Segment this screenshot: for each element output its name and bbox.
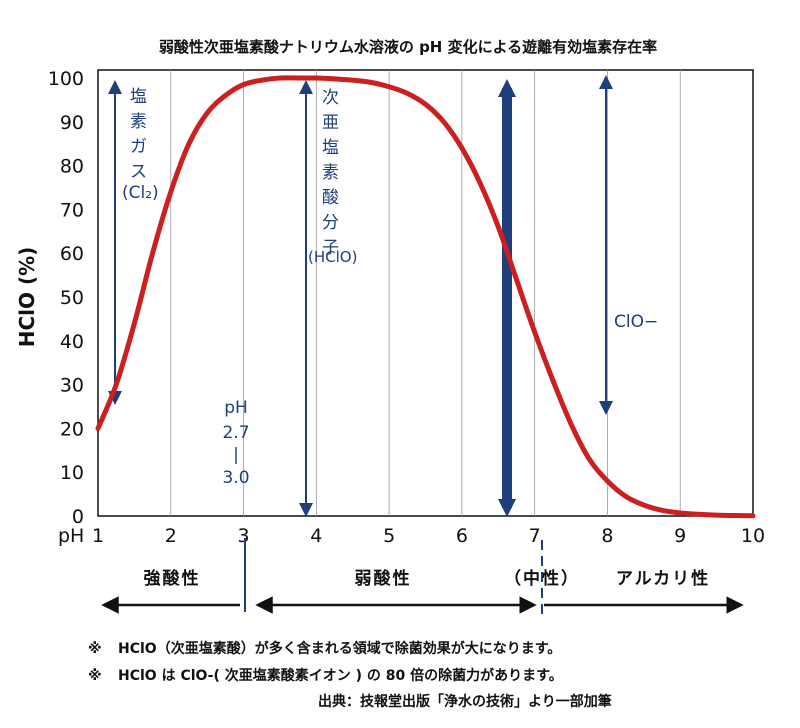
region-strong-acid: 強酸性 <box>144 568 201 589</box>
y-tick-label-90: 90 <box>60 112 84 134</box>
x-tick-label-9: 9 <box>674 525 686 547</box>
hclo-annotation-line3: 塩 <box>322 138 339 158</box>
hclo-annotation-line5: 酸 <box>322 188 339 208</box>
x-tick-label-2: 2 <box>165 525 177 547</box>
vertical-grid <box>170 70 681 516</box>
y-tick-label-0: 0 <box>72 506 84 528</box>
clo-annotation: ClO− <box>614 312 658 332</box>
y-tick-label-60: 60 <box>60 243 84 265</box>
y-tick-label-50: 50 <box>60 287 84 309</box>
note1: HClO（次亜塩素酸）が多く含まれる領域で除菌効果が大になります。 <box>118 640 561 657</box>
region-neutral: （中性） <box>504 568 580 589</box>
y-tick-label-10: 10 <box>60 462 84 484</box>
note2-mark: ※ <box>88 668 102 684</box>
y-tick-label-70: 70 <box>60 199 84 221</box>
cl2-annotation: 塩 素 ガ ス (Cl₂) <box>122 87 159 203</box>
x-tick-label-4: 4 <box>310 525 322 547</box>
source-note: 出典：技報堂出版「浄水の技術」より一部加筆 <box>318 693 612 710</box>
x-tick-label-5: 5 <box>383 525 395 547</box>
x-tick-label-3: 3 <box>238 525 250 547</box>
y-tick-label-80: 80 <box>60 156 84 178</box>
ph-range-label: pH <box>224 398 248 418</box>
hclo-annotation-line6: 分 <box>322 213 339 233</box>
region-alkaline: アルカリ性 <box>616 568 710 589</box>
hclo-annotation-line7: 子 <box>322 238 339 258</box>
cl2-annotation-line2: 素 <box>130 112 147 132</box>
ph-range-separator: | <box>233 445 239 465</box>
y-tick-label-30: 30 <box>60 375 84 397</box>
hclo-annotation-line4: 素 <box>322 163 339 183</box>
x-axis-label: pH <box>58 525 84 547</box>
x-tick-label-1: 1 <box>92 525 104 547</box>
chart-title: 弱酸性次亜塩素酸ナトリウム水溶液の pH 変化による遊離有効塩素存在率 <box>159 38 657 56</box>
region-weak-acid: 弱酸性 <box>355 568 412 589</box>
ph-range-low: 2.7 <box>222 423 249 443</box>
hclo-annotation-line2: 亜 <box>322 113 339 133</box>
y-tick-label-100: 100 <box>48 68 84 90</box>
ph-range-annotation: pH 2.7 | 3.0 <box>222 398 249 488</box>
note1-mark: ※ <box>88 641 102 657</box>
cl2-annotation-line5: (Cl₂) <box>122 183 159 203</box>
y-axis-ticks: 0 10 20 30 40 50 60 70 80 90 100 <box>48 68 84 528</box>
hclo-annotation: 次 亜 塩 素 酸 分 子 (HClO) <box>308 88 357 266</box>
plot-frame <box>97 69 754 517</box>
note2: HClO は ClO-( 次亜塩素酸素イオン ) の 80 倍の除菌力があります… <box>118 667 563 684</box>
x-tick-label-8: 8 <box>601 525 613 547</box>
y-tick-label-20: 20 <box>60 418 84 440</box>
x-axis-ticks: 1 2 3 4 5 6 7 8 9 10 <box>92 525 765 547</box>
cl2-annotation-line4: ス <box>130 162 147 182</box>
ph-range-high: 3.0 <box>222 468 249 488</box>
cl2-annotation-line1: 塩 <box>130 87 147 107</box>
x-tick-label-6: 6 <box>456 525 468 547</box>
x-tick-label-7: 7 <box>529 525 541 547</box>
y-tick-label-40: 40 <box>60 331 84 353</box>
x-tick-label-10: 10 <box>741 525 765 547</box>
hclo-annotation-line1: 次 <box>322 88 339 108</box>
cl2-annotation-line3: ガ <box>130 137 147 157</box>
y-axis-label: HClO (%) <box>15 247 39 348</box>
hclo-annotation-line8: (HClO) <box>308 248 357 266</box>
hclo-curve <box>95 75 756 519</box>
